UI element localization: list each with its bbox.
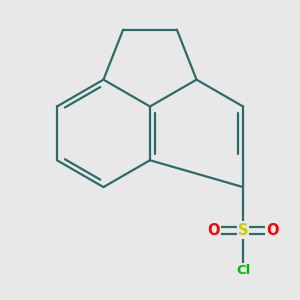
Text: Cl: Cl [236,264,250,277]
Text: O: O [266,223,279,238]
Text: O: O [207,223,220,238]
Text: S: S [238,223,248,238]
